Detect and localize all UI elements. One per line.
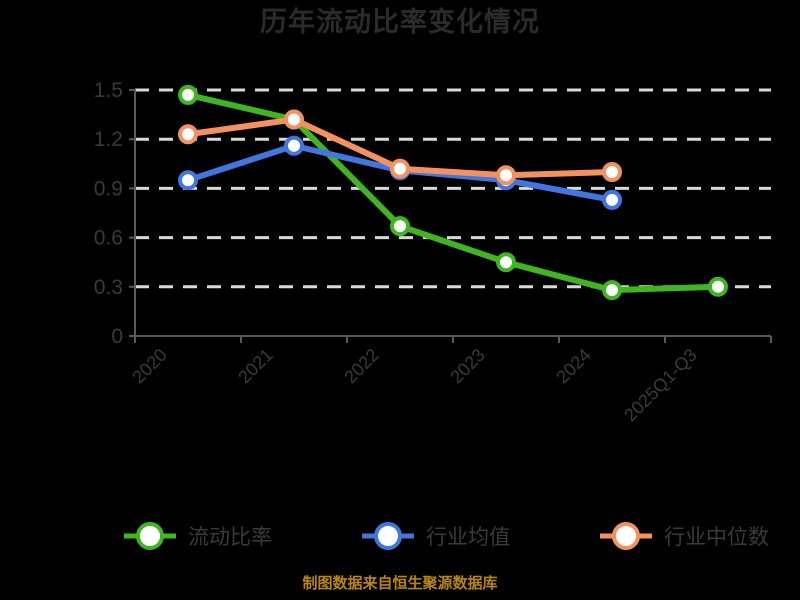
line-chart-plot: 00.30.60.91.21.5 2020 2021 2022 2023 2024 202… bbox=[94, 79, 772, 550]
data-point[interactable] bbox=[602, 189, 622, 210]
legend-label: 行业中位数 bbox=[664, 526, 769, 549]
data-point-marker[interactable] bbox=[496, 165, 516, 186]
x-tick-label: 2024 bbox=[552, 345, 594, 387]
data-point[interactable] bbox=[178, 84, 198, 105]
x-tick-label: 2023 bbox=[446, 345, 488, 387]
data-point[interactable] bbox=[178, 124, 198, 145]
data-point-marker[interactable] bbox=[602, 189, 622, 210]
data-point[interactable] bbox=[708, 276, 728, 297]
data-point-marker[interactable] bbox=[602, 162, 622, 182]
data-point-marker[interactable] bbox=[178, 170, 198, 191]
legend-marker bbox=[374, 522, 402, 550]
y-tick-label: 1.5 bbox=[94, 79, 123, 102]
gridlines-group bbox=[135, 88, 771, 289]
legend-item-industry-mean[interactable]: 行业均值 bbox=[362, 522, 510, 550]
x-tick-label: 2025Q1-Q3 bbox=[620, 345, 701, 426]
y-axis-ticks: 0 0.3 0.6 0.9 1.2 1.5 bbox=[94, 79, 135, 348]
data-point[interactable] bbox=[602, 280, 622, 301]
data-point[interactable] bbox=[602, 162, 622, 182]
legend-marker bbox=[612, 522, 640, 550]
y-tick-label: 0 bbox=[111, 325, 123, 348]
legend-marker bbox=[136, 522, 164, 550]
y-tick-label: 0.9 bbox=[94, 177, 123, 200]
data-point-marker[interactable] bbox=[284, 135, 304, 156]
legend-label: 行业均值 bbox=[426, 526, 510, 549]
x-axis-ticks: 2020 2021 2022 2023 2024 2025Q1-Q3 bbox=[128, 336, 772, 426]
data-point[interactable] bbox=[496, 165, 516, 186]
data-source-note: 制图数据来自恒生聚源数据库 bbox=[302, 575, 498, 592]
x-tick-label: 2021 bbox=[234, 345, 276, 387]
data-point-marker[interactable] bbox=[178, 84, 198, 105]
page-title: 历年流动比率变化情况 bbox=[260, 7, 540, 37]
data-point[interactable] bbox=[178, 170, 198, 191]
data-point-marker[interactable] bbox=[390, 158, 410, 179]
legend-item-current-ratio[interactable]: 流动比率 bbox=[124, 522, 272, 550]
x-tick-label: 2022 bbox=[340, 345, 382, 387]
y-tick-label: 0.3 bbox=[94, 276, 123, 299]
data-point[interactable] bbox=[284, 109, 304, 130]
data-point-marker[interactable] bbox=[602, 280, 622, 301]
data-point[interactable] bbox=[284, 135, 304, 156]
data-point-marker[interactable] bbox=[708, 276, 728, 297]
series-line bbox=[185, 91, 721, 294]
data-point-marker[interactable] bbox=[284, 109, 304, 130]
data-point[interactable] bbox=[390, 216, 410, 237]
data-point[interactable] bbox=[496, 252, 516, 273]
y-tick-label: 1.2 bbox=[94, 128, 123, 151]
data-point-marker[interactable] bbox=[178, 124, 198, 145]
legend-item-industry-median[interactable]: 行业中位数 bbox=[600, 522, 769, 550]
data-point-marker[interactable] bbox=[496, 252, 516, 273]
data-series-group bbox=[178, 84, 728, 301]
y-tick-label: 0.6 bbox=[94, 227, 123, 250]
chart-legend: 流动比率 行业均值 行业中位数 bbox=[124, 522, 769, 550]
x-tick-label: 2020 bbox=[128, 345, 170, 387]
legend-label: 流动比率 bbox=[188, 526, 272, 549]
data-point[interactable] bbox=[390, 158, 410, 179]
data-point-marker[interactable] bbox=[390, 216, 410, 237]
